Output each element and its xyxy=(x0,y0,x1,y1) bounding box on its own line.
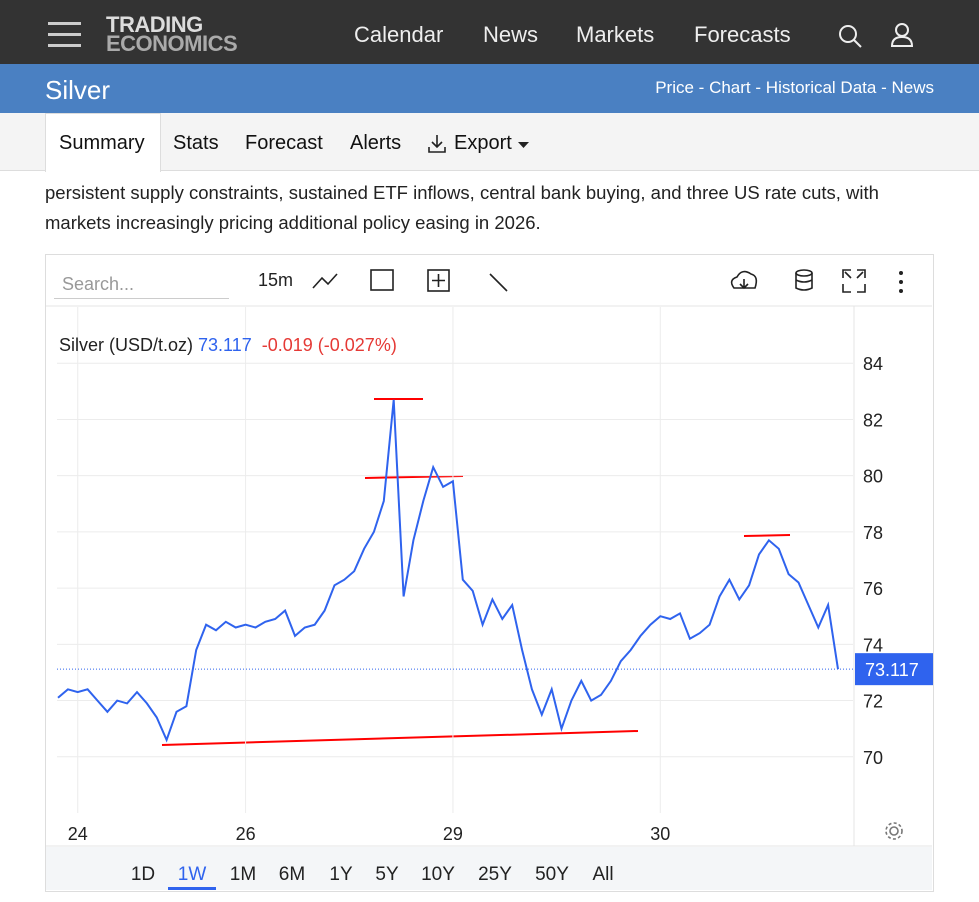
db-icon[interactable] xyxy=(795,269,813,277)
range-button[interactable]: 1M xyxy=(230,864,256,885)
range-button[interactable]: 6M xyxy=(279,864,305,885)
tab[interactable]: Alerts xyxy=(350,132,402,154)
y-tick-label: 78 xyxy=(863,523,883,543)
title-bar: Silver Price - Chart - Historical Data -… xyxy=(0,64,979,113)
nav-link[interactable]: Calendar xyxy=(354,22,444,47)
toolbar-icons xyxy=(312,269,866,293)
x-tick-label: 29 xyxy=(443,824,463,844)
range-button[interactable]: 25Y xyxy=(478,864,512,885)
legend-value: 73.117 xyxy=(198,335,252,355)
separator: - xyxy=(881,78,887,97)
add-icon[interactable] xyxy=(427,269,450,292)
y-tick-label: 84 xyxy=(863,354,883,374)
interval[interactable]: 15m xyxy=(258,270,294,290)
nav-link[interactable]: News xyxy=(483,22,539,47)
y-tick-label: 82 xyxy=(863,410,883,430)
link[interactable]: News xyxy=(891,78,934,97)
level-line xyxy=(364,475,464,479)
annotations xyxy=(161,398,791,746)
level-line xyxy=(743,534,791,537)
price-line xyxy=(57,399,839,743)
y-tick-label: 72 xyxy=(863,692,883,712)
range-button[interactable]: 1D xyxy=(131,864,155,885)
y-tick-label: 74 xyxy=(863,635,883,655)
change: -0.019 xyxy=(262,335,313,355)
logo-top: TRADING xyxy=(106,12,203,37)
download-icon xyxy=(428,135,446,153)
last-price-badge xyxy=(855,653,933,686)
summary-text: persistent supply constraints, sustained… xyxy=(45,182,879,233)
nav-link[interactable]: Forecasts xyxy=(694,22,791,47)
link[interactable]: Price xyxy=(655,78,694,97)
logo-bottom: ECONOMICS xyxy=(106,31,238,56)
tab[interactable]: Export xyxy=(454,132,512,154)
chart-title: Silver (USD/t.oz) 73.117 -0.019 (-0.027%) xyxy=(59,335,397,355)
x-tick-label: 26 xyxy=(236,824,256,844)
y-tick-label: 70 xyxy=(863,748,883,768)
nav-link[interactable]: Markets xyxy=(576,22,655,47)
last-price-label: 73.117 xyxy=(865,660,919,680)
tab-bar: Summary Stats Forecast Alerts Export xyxy=(0,113,979,172)
menu-icon[interactable] xyxy=(48,22,81,48)
x-tick-label: 30 xyxy=(650,824,670,844)
trend-line xyxy=(161,730,639,746)
range-button[interactable]: 5Y xyxy=(375,864,399,885)
active-tab-bg xyxy=(45,113,161,172)
link[interactable]: Chart xyxy=(709,78,751,97)
chart-widget xyxy=(45,254,934,892)
calendar-icon[interactable] xyxy=(370,269,394,291)
separator: - xyxy=(698,78,705,97)
logo[interactable]: TRADING ECONOMICS xyxy=(106,12,238,56)
separator: - xyxy=(755,78,762,97)
tool-icon[interactable] xyxy=(489,273,508,292)
range-button[interactable]: All xyxy=(592,864,613,885)
range-button[interactable]: 50Y xyxy=(535,864,569,885)
settings-icon[interactable] xyxy=(885,822,903,840)
range-button[interactable]: 1Y xyxy=(329,864,353,885)
tab[interactable]: Forecast xyxy=(245,132,323,154)
range-button[interactable]: 1W xyxy=(178,864,207,885)
fullscreen-icon[interactable] xyxy=(842,269,866,293)
range-button[interactable]: 10Y xyxy=(421,864,455,885)
x-tick-label: 24 xyxy=(68,824,88,844)
y-tick-label: 80 xyxy=(863,467,883,487)
cloud-icon[interactable] xyxy=(730,270,758,290)
range-underline xyxy=(168,887,216,890)
y-tick-label: 76 xyxy=(863,579,883,599)
legend-name: Silver (USD/t.oz) xyxy=(59,335,193,355)
range-bar xyxy=(46,847,932,890)
tab[interactable]: Summary xyxy=(59,132,145,154)
change-pct: (-0.027%) xyxy=(318,335,397,355)
link[interactable]: Historical Data xyxy=(765,78,877,97)
page-title: Silver xyxy=(45,75,111,105)
more-icon[interactable] xyxy=(899,271,903,293)
caret xyxy=(518,142,529,148)
line-icon[interactable] xyxy=(312,273,338,289)
search-input[interactable]: Search... xyxy=(54,270,229,299)
page-links: Price - Chart - Historical Data - News xyxy=(655,78,934,98)
tab[interactable]: Stats xyxy=(173,132,219,154)
top-header: TRADING ECONOMICS Calendar News Markets F… xyxy=(0,0,979,64)
search-icon[interactable] xyxy=(838,24,864,50)
user-icon[interactable] xyxy=(890,22,916,48)
